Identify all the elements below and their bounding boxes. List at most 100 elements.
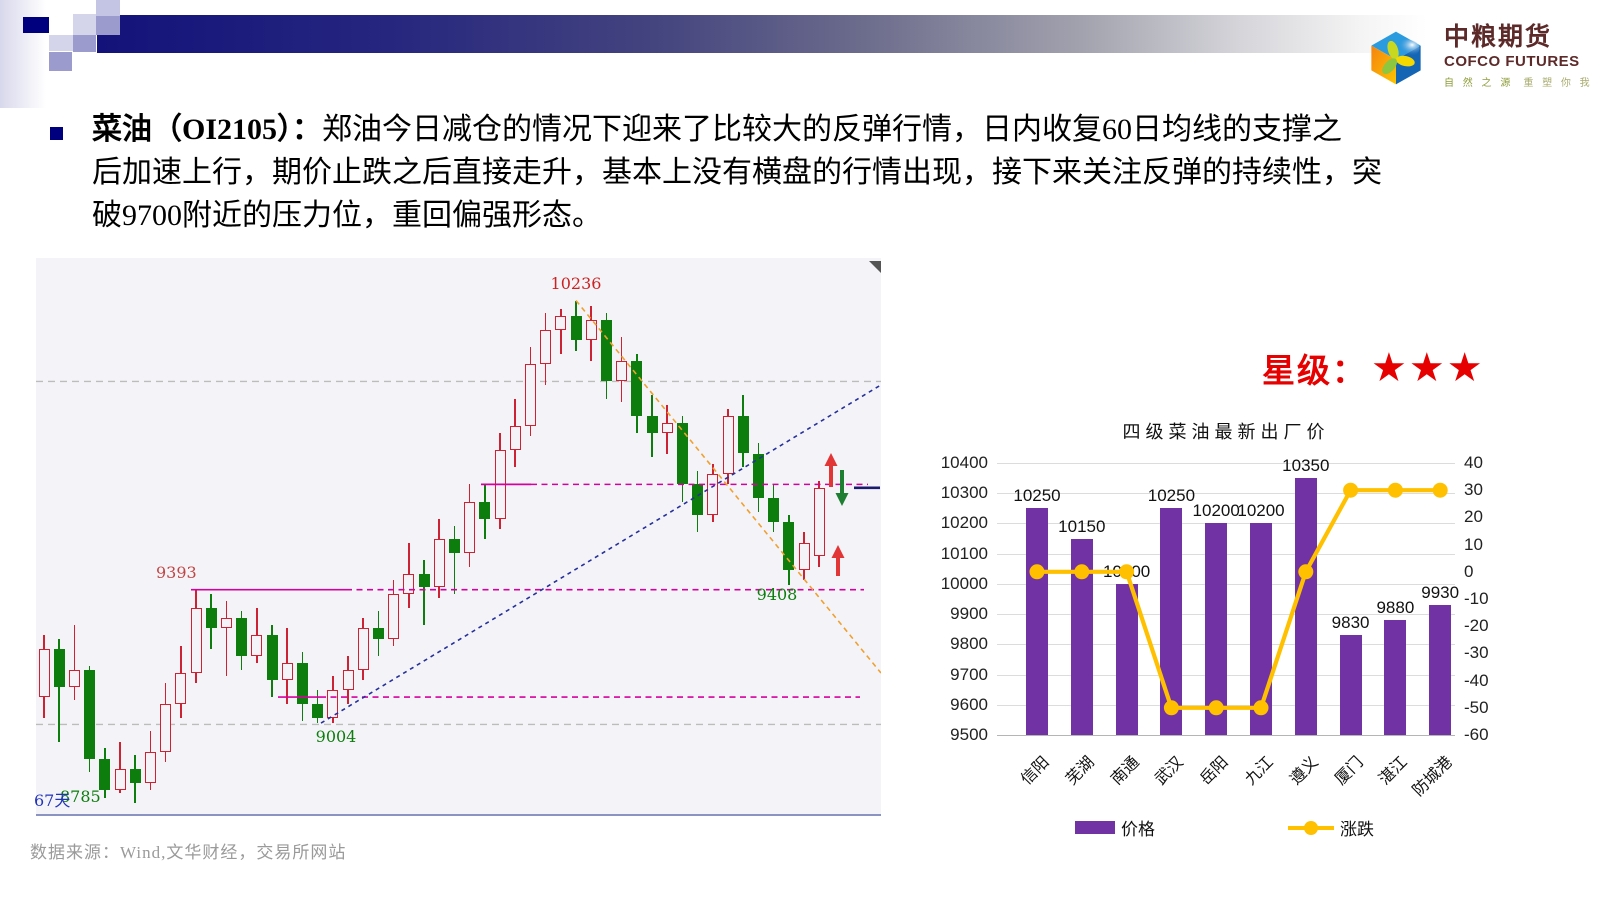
x-axis-label-厦门: 厦门 — [1331, 753, 1367, 789]
star-icons: ★★★ — [1371, 345, 1485, 390]
candle-body-down — [296, 662, 308, 704]
candle-body-down — [570, 316, 582, 341]
y-axis-label-left: 9700 — [950, 664, 988, 684]
candle-body-up — [707, 474, 719, 516]
kline-chart: 10236 9393 9004 9408 8785 67天 — [34, 258, 881, 816]
candle-body-up — [388, 594, 400, 639]
grid-line — [997, 463, 1455, 464]
y-axis-label-right: -20 — [1464, 616, 1489, 636]
y-axis-label-right: 20 — [1464, 507, 1483, 527]
candle-wick-down — [453, 525, 456, 595]
y-axis-label-left: 10200 — [940, 513, 988, 533]
kline-label-bottom: 8785 — [60, 787, 101, 806]
source-note: 数据来源：Wind,文华财经，交易所网站 — [30, 843, 347, 862]
decor-square — [73, 35, 96, 52]
kline-label-peak: 10236 — [550, 274, 602, 293]
candle-body-up — [220, 618, 232, 629]
cofco-cube-icon — [1368, 24, 1424, 97]
candle-wick-up — [119, 741, 121, 794]
candle-wick-up — [560, 309, 562, 355]
candle-body-down — [418, 573, 430, 588]
y-axis-label-right: -50 — [1464, 697, 1489, 717]
line-marker — [1343, 482, 1359, 498]
candle-body-up — [38, 649, 50, 698]
candle-body-up — [661, 422, 673, 433]
cofco-logo-text: 中粮期货 COFCO FUTURES 自 然 之 源重 塑 你 我 — [1444, 24, 1593, 90]
candle-body-up — [357, 628, 369, 670]
bar-value-label: 10350 — [1282, 456, 1330, 476]
bar-南通 — [1115, 583, 1138, 735]
x-axis-label-信阳: 信阳 — [1018, 753, 1053, 789]
x-axis-label-南通: 南通 — [1107, 753, 1143, 789]
bar-信阳 — [1026, 508, 1048, 735]
bar-value-label: 10000 — [1102, 561, 1151, 581]
kline-label-swing_low_mid: 9004 — [315, 727, 357, 746]
legend-line-marker — [1304, 820, 1318, 835]
candle-body-down — [129, 769, 141, 783]
kline-label-resistance: 9393 — [156, 563, 197, 582]
y-axis-label-left: 10000 — [940, 573, 988, 593]
candle-body-down — [99, 758, 111, 790]
kline-overlays — [191, 261, 881, 724]
y-axis-label-right: -30 — [1464, 643, 1489, 663]
y-axis-label-left: 10300 — [940, 483, 988, 503]
y-axis-label-left: 9900 — [950, 604, 988, 624]
decor-square — [73, 14, 96, 35]
candle-body-up — [190, 607, 202, 674]
x-axis-label-防城港: 防城港 — [1410, 753, 1456, 800]
y-axis-label-left: 10100 — [940, 543, 988, 563]
candle-body-down — [372, 628, 384, 639]
candle-body-up — [509, 426, 521, 451]
candle-body-up — [813, 487, 825, 557]
bar-武汉 — [1160, 508, 1183, 735]
y-axis-label-left: 9600 — [950, 694, 988, 714]
candle-body-down — [692, 484, 704, 516]
candle-body-down — [737, 415, 749, 454]
candle-body-up — [722, 415, 734, 475]
decor-square — [96, 0, 120, 16]
bullet-marker — [50, 127, 63, 140]
candle-wick-up — [225, 601, 228, 677]
y-axis-label-left: 9800 — [950, 634, 988, 654]
y-axis-label-right: 0 — [1464, 561, 1474, 581]
candle-wick-down — [423, 559, 425, 625]
line-marker — [1432, 482, 1448, 498]
price-chart-title: 四级菜油最新出厂价 — [1122, 422, 1330, 442]
candle-wick-up — [73, 625, 76, 701]
bar-厦门 — [1339, 635, 1362, 735]
bar-九江 — [1250, 523, 1272, 735]
bar-value-label: 10250 — [1013, 486, 1061, 506]
candle-body-down — [783, 522, 795, 571]
candle-body-up — [281, 662, 293, 680]
x-axis-label-遵义: 遵义 — [1286, 753, 1322, 789]
bar-value-label: 9930 — [1421, 583, 1460, 603]
candle-body-up — [144, 751, 156, 783]
price-chart: 四级菜油最新出厂价 价格 涨跌 10400 10300 10200 10100 1000… — [930, 412, 1510, 847]
candle-body-up — [616, 360, 628, 382]
bar-value-label: 10150 — [1058, 516, 1106, 536]
legend-change: 涨跌 — [1288, 815, 1374, 840]
candle-body-up — [114, 769, 126, 790]
x-axis-label-岳阳: 岳阳 — [1197, 753, 1232, 789]
star-rating-label: 星级： — [1262, 354, 1367, 390]
decor-square — [49, 35, 73, 51]
decor-square — [96, 16, 120, 35]
candle-body-up — [524, 364, 536, 427]
candle-body-down — [448, 539, 460, 553]
y-axis-label-left: 10400 — [940, 453, 988, 472]
analysis-line2: 后加速上行，期价止跌之后直接走升，基本上没有横盘的行情出现，接下来关注反弹的持续… — [92, 156, 1382, 189]
y-axis-label-left: 9500 — [950, 725, 988, 744]
y-axis-label-right: -10 — [1464, 589, 1489, 608]
bar-湛江 — [1384, 620, 1407, 735]
corner-mark-icon — [869, 261, 881, 273]
candle-body-up — [555, 316, 567, 331]
candle-body-up — [327, 690, 339, 718]
candle-body-up — [160, 703, 172, 752]
cofco-logo: 中粮期货 COFCO FUTURES 自 然 之 源重 塑 你 我 — [1368, 24, 1593, 97]
candle-body-down — [53, 649, 65, 687]
line-marker — [1387, 482, 1403, 498]
analysis-line1: 郑油今日减仓的情况下迎来了比较大的反弹行情，日内收复60日均线的支撑之 — [322, 113, 1343, 146]
decor-square — [49, 52, 72, 71]
y-axis-label-right: -60 — [1464, 725, 1489, 744]
